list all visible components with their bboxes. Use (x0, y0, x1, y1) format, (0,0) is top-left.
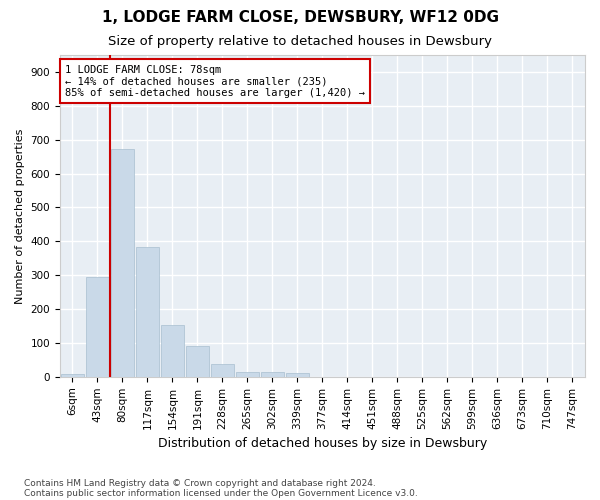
Text: Size of property relative to detached houses in Dewsbury: Size of property relative to detached ho… (108, 35, 492, 48)
Bar (61, 374, 84, 377)
Bar (161, 326, 184, 377)
Bar (236, 372, 259, 377)
Bar (136, 248, 159, 377)
Text: 1 LODGE FARM CLOSE: 78sqm
← 14% of detached houses are smaller (235)
85% of semi: 1 LODGE FARM CLOSE: 78sqm ← 14% of detac… (65, 64, 365, 98)
Text: Contains HM Land Registry data © Crown copyright and database right 2024.: Contains HM Land Registry data © Crown c… (24, 478, 376, 488)
Text: Contains public sector information licensed under the Open Government Licence v3: Contains public sector information licen… (24, 488, 418, 498)
Text: 1, LODGE FARM CLOSE, DEWSBURY, WF12 0DG: 1, LODGE FARM CLOSE, DEWSBURY, WF12 0DG (101, 10, 499, 25)
Bar (260, 372, 284, 377)
X-axis label: Distribution of detached houses by size in Dewsbury: Distribution of detached houses by size … (158, 437, 487, 450)
Bar (86, 277, 109, 377)
Bar (286, 374, 310, 377)
Bar (110, 149, 134, 377)
Bar (185, 346, 209, 377)
Bar (211, 364, 235, 377)
Y-axis label: Number of detached properties: Number of detached properties (15, 128, 25, 304)
